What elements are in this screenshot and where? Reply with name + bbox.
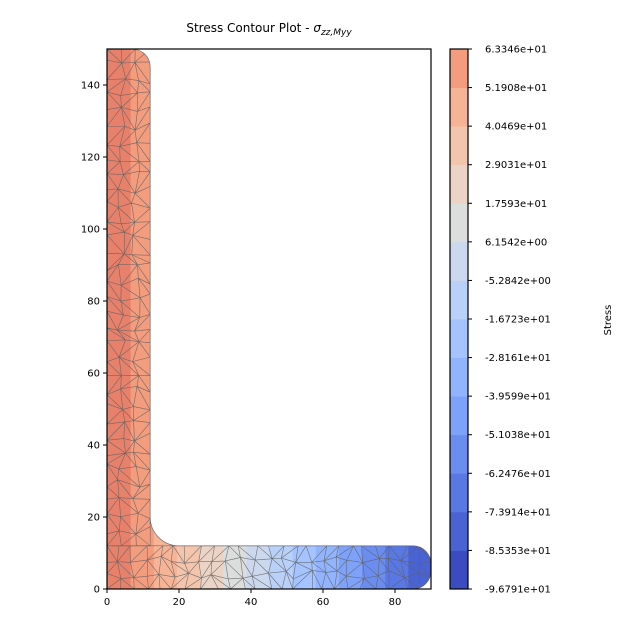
colorbar-band bbox=[450, 319, 468, 358]
x-tick-label: 60 bbox=[317, 597, 330, 608]
colorbar-band bbox=[450, 203, 468, 243]
stress-band bbox=[269, 49, 293, 589]
colorbar-label: Stress bbox=[603, 305, 614, 336]
colorbar-tick-label: -9.6791e+01 bbox=[485, 585, 551, 596]
stress-band bbox=[361, 49, 386, 589]
colorbar-tick-label: 5.1908e+01 bbox=[485, 83, 547, 94]
colorbar-tick-label: -6.2476e+01 bbox=[485, 469, 551, 480]
colorbar-tick-label: -8.5353e+01 bbox=[485, 546, 551, 557]
colorbar-tick-label: -7.3914e+01 bbox=[485, 507, 551, 518]
section-mesh bbox=[107, 49, 431, 589]
title-symbol: σ bbox=[313, 21, 321, 35]
chart-title: Stress Contour Plot - σzz,Myy bbox=[186, 21, 352, 38]
colorbar-tick-label: 2.9031e+01 bbox=[485, 160, 547, 171]
colorbar-band bbox=[450, 87, 468, 127]
colorbar-band bbox=[450, 434, 468, 474]
stress-band bbox=[407, 49, 431, 589]
x-tick-label: 80 bbox=[389, 597, 402, 608]
stress-band bbox=[245, 49, 270, 589]
y-tick-label: 40 bbox=[87, 441, 100, 452]
y-tick-label: 120 bbox=[81, 153, 100, 164]
y-tick-label: 80 bbox=[87, 297, 100, 308]
stress-band bbox=[292, 49, 316, 589]
colorbar-band bbox=[450, 396, 468, 436]
stress-band bbox=[199, 49, 224, 589]
x-tick-label: 40 bbox=[245, 597, 258, 608]
y-tick-label: 0 bbox=[94, 585, 100, 596]
stress-band bbox=[384, 49, 409, 589]
stress-band bbox=[315, 49, 339, 589]
colorbar-band bbox=[450, 473, 468, 513]
stress-band bbox=[338, 49, 363, 589]
colorbar-tick-label: -5.1038e+01 bbox=[485, 430, 551, 441]
stress-band bbox=[176, 49, 201, 589]
colorbar-band bbox=[450, 49, 468, 88]
colorbar-tick-label: -3.9599e+01 bbox=[485, 392, 551, 403]
colorbar-band bbox=[450, 511, 468, 551]
x-tick-label: 0 bbox=[104, 597, 110, 608]
title-subscript: zz,Myy bbox=[320, 28, 352, 38]
colorbar-band bbox=[450, 550, 468, 590]
colorbar-tick-label: 6.3346e+01 bbox=[485, 45, 547, 56]
colorbar-tick-label: -2.8161e+01 bbox=[485, 353, 551, 364]
y-axis: 0 20 40 60 80 100 120 140 bbox=[81, 81, 107, 596]
colorbar-band bbox=[450, 164, 468, 204]
colorbar-ticks: -9.6791e+01 -8.5353e+01 -7.3914e+01 -6.2476… bbox=[468, 45, 551, 596]
colorbar-tick-label: -5.2842e+00 bbox=[485, 276, 551, 287]
colorbar-band bbox=[450, 241, 468, 281]
colorbar-tick-label: 4.0469e+01 bbox=[485, 122, 547, 133]
colorbar-band bbox=[450, 280, 468, 320]
plot-area: 0 20 40 60 80 0 20 40 60 80 100 120 140 bbox=[81, 48, 432, 608]
x-tick-label: 20 bbox=[173, 597, 186, 608]
section-outline bbox=[106, 48, 432, 590]
colorbar-tick-label: 6.1542e+00 bbox=[485, 237, 547, 248]
stress-band bbox=[107, 49, 131, 589]
colorbar: -9.6791e+01 -8.5353e+01 -7.3914e+01 -6.2476… bbox=[449, 45, 614, 596]
y-tick-label: 60 bbox=[87, 369, 100, 380]
section-stress-fill bbox=[107, 49, 431, 589]
y-tick-label: 100 bbox=[81, 225, 100, 236]
colorbar-tick-label: 1.7593e+01 bbox=[485, 199, 547, 210]
x-axis: 0 20 40 60 80 bbox=[104, 589, 402, 608]
colorbar-tick-label: -1.6723e+01 bbox=[485, 315, 551, 326]
colorbar-bands bbox=[450, 49, 468, 590]
stress-band bbox=[222, 49, 247, 589]
colorbar-band bbox=[450, 357, 468, 397]
y-tick-label: 140 bbox=[81, 81, 100, 92]
colorbar-band bbox=[450, 126, 468, 166]
stress-band bbox=[153, 49, 177, 589]
axes-frame bbox=[106, 48, 432, 590]
title-text: Stress Contour Plot - bbox=[186, 21, 313, 35]
y-tick-label: 20 bbox=[87, 513, 100, 524]
